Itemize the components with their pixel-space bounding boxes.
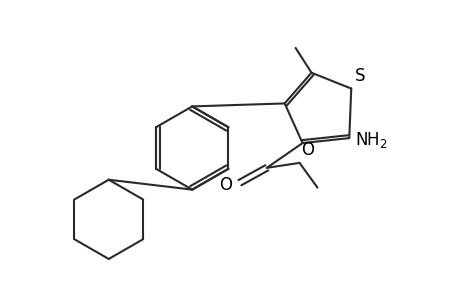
Text: NH$_2$: NH$_2$ xyxy=(354,130,387,150)
Text: O: O xyxy=(301,141,314,159)
Text: S: S xyxy=(354,67,365,85)
Text: O: O xyxy=(218,176,231,194)
